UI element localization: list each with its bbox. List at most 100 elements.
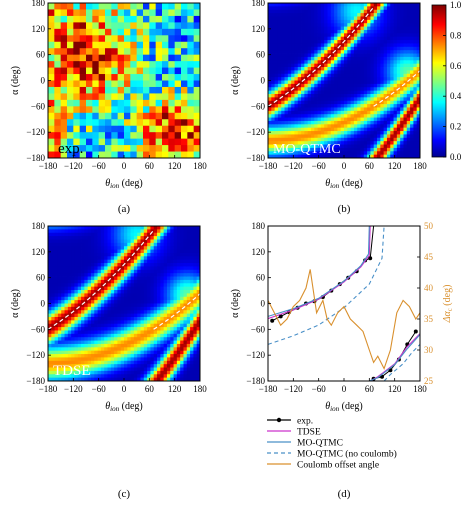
- heatmap-cell: [357, 60, 361, 65]
- heatmap-cell: [90, 316, 95, 321]
- heatmap-cell: [268, 70, 272, 75]
- heatmap-cell: [133, 327, 138, 331]
- heatmap-cell: [350, 141, 355, 145]
- heatmap-cell: [130, 86, 138, 94]
- heatmap-cell: [54, 86, 62, 94]
- heatmap-cell: [90, 229, 95, 234]
- heatmap-cell: [416, 93, 420, 98]
- heatmap-cell: [320, 110, 325, 115]
- heatmap-cell: [100, 300, 105, 304]
- heatmap-cell: [304, 114, 309, 118]
- heatmap-cell: [87, 316, 92, 321]
- heatmap-cell: [314, 67, 318, 71]
- heatmap-cell: [92, 145, 100, 152]
- heatmap-cell: [77, 269, 82, 274]
- heatmap-cell: [186, 313, 191, 318]
- heatmap-cell: [320, 36, 325, 41]
- heatmap-cell: [163, 303, 168, 308]
- heatmap-cell: [413, 124, 418, 129]
- heatmap-cell: [136, 99, 144, 107]
- heatmap-cell: [136, 3, 144, 10]
- heatmap-cell: [92, 93, 100, 101]
- heatmap-cell: [97, 370, 102, 375]
- heatmap-cell: [168, 35, 176, 43]
- heatmap-cell: [140, 360, 145, 365]
- heatmap-cell: [410, 60, 414, 65]
- heatmap-cell: [416, 107, 420, 112]
- heatmap-cell: [157, 269, 161, 274]
- heatmap-cell: [277, 60, 282, 65]
- heatmap-cell: [386, 134, 391, 139]
- y-tick-label: 0: [261, 299, 266, 309]
- heatmap-cell: [147, 370, 151, 375]
- heatmap-cell: [370, 104, 375, 108]
- heatmap-cell: [367, 56, 371, 61]
- heatmap-cell: [307, 110, 312, 115]
- heatmap-cell: [390, 110, 394, 115]
- heatmap-cell: [268, 63, 272, 68]
- heatmap-cell: [291, 46, 295, 51]
- heatmap-cell: [367, 134, 371, 139]
- heatmap-cell: [370, 120, 375, 125]
- heatmap-cell: [90, 303, 95, 308]
- heatmap-cell: [97, 364, 102, 368]
- heatmap-cell: [173, 293, 178, 298]
- heatmap-cell: [413, 50, 418, 54]
- heatmap-cell: [60, 80, 68, 88]
- heatmap-cell: [314, 131, 318, 135]
- heatmap-cell: [304, 40, 309, 44]
- heatmap-cell: [143, 54, 150, 62]
- heatmap-cell: [153, 300, 158, 304]
- heatmap-cell: [413, 154, 418, 158]
- heatmap-cell: [90, 249, 95, 254]
- heatmap-cell: [110, 236, 115, 240]
- heatmap-cell: [271, 87, 275, 92]
- heatmap-cell: [314, 107, 318, 112]
- heatmap-cell: [176, 370, 181, 375]
- data-point: [413, 329, 418, 334]
- x-axis-label: θion (deg): [105, 178, 142, 190]
- heatmap-cell: [287, 43, 292, 48]
- heatmap-cell: [281, 43, 285, 48]
- heatmap-cell: [67, 364, 72, 368]
- heatmap-cell: [310, 97, 315, 102]
- heatmap-cell: [403, 104, 408, 108]
- heatmap-cell: [406, 110, 411, 115]
- heatmap-cell: [94, 327, 98, 331]
- heatmap-cell: [174, 74, 182, 81]
- heatmap-cell: [153, 347, 158, 352]
- heatmap-cell: [173, 323, 178, 328]
- heatmap-cell: [334, 19, 338, 24]
- heatmap-cell: [370, 131, 375, 135]
- heatmap-cell: [150, 377, 155, 381]
- heatmap-cell: [304, 19, 309, 24]
- heatmap-cell: [107, 259, 112, 264]
- heatmap-cell: [363, 114, 368, 118]
- heatmap-cell: [373, 141, 378, 145]
- heatmap-cell: [413, 137, 418, 142]
- heatmap-cell: [57, 350, 62, 355]
- heatmap-cell: [168, 119, 176, 127]
- heatmap-cell: [168, 151, 176, 158]
- heatmap-cell: [84, 290, 89, 294]
- heatmap-cell: [77, 367, 82, 372]
- heatmap-cell: [84, 256, 89, 261]
- heatmap-cell: [54, 374, 59, 379]
- heatmap-cell: [87, 330, 92, 335]
- heatmap-cell: [373, 104, 378, 108]
- heatmap-cell: [137, 226, 141, 230]
- heatmap-cell: [294, 9, 299, 14]
- heatmap-cell: [353, 104, 358, 108]
- heatmap-cell: [90, 269, 95, 274]
- heatmap-cell: [307, 97, 312, 102]
- heatmap-cell: [57, 360, 62, 365]
- heatmap-cell: [416, 73, 420, 78]
- heatmap-cell: [61, 259, 65, 264]
- heatmap-cell: [320, 33, 325, 38]
- heatmap-cell: [173, 286, 178, 291]
- heatmap-cell: [133, 300, 138, 304]
- heatmap-cell: [90, 306, 95, 311]
- heatmap-cell: [104, 229, 108, 234]
- heatmap-cell: [74, 320, 79, 325]
- heatmap-cell: [124, 290, 128, 294]
